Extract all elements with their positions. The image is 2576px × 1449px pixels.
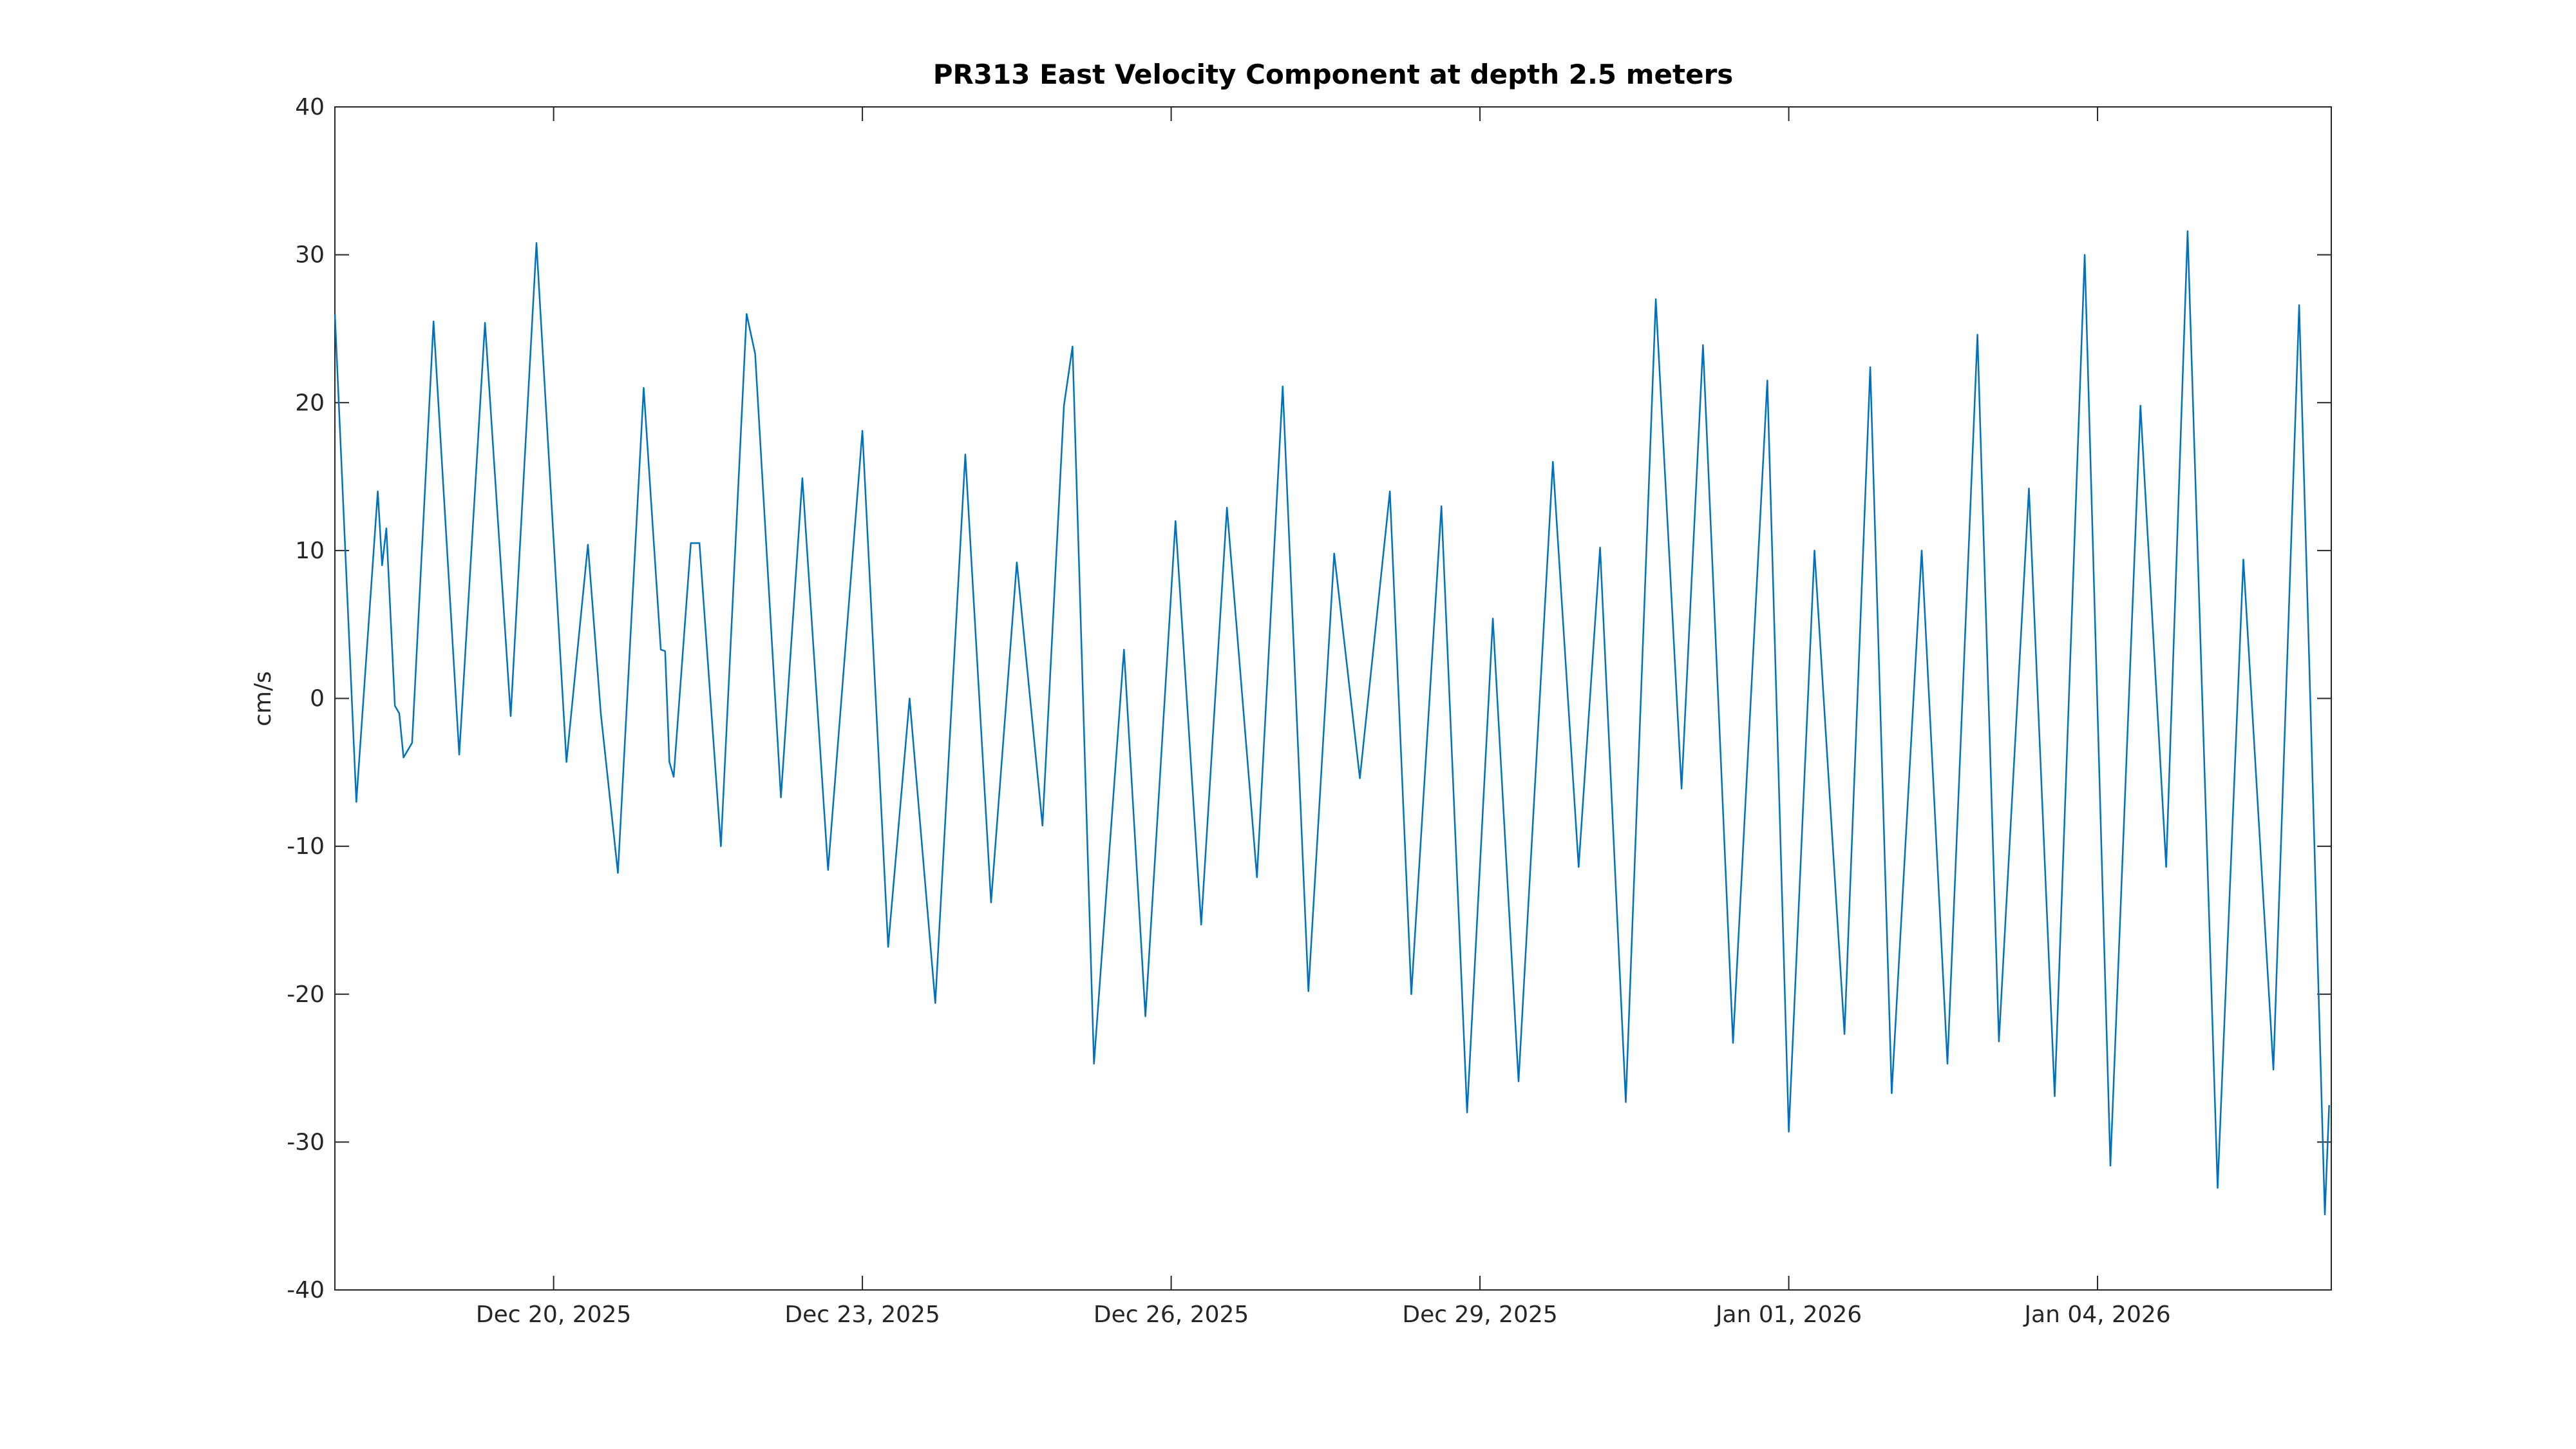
y-tick-label: -20 (287, 981, 325, 1008)
chart-title: PR313 East Velocity Component at depth 2… (933, 59, 1734, 90)
y-tick-label: 20 (295, 390, 325, 416)
y-tick-label: -30 (287, 1129, 325, 1155)
plot-frame (334, 106, 2332, 1291)
y-axis-label: cm/s (250, 671, 276, 726)
x-tick-label: Jan 01, 2026 (1714, 1302, 1862, 1328)
x-tick-label: Dec 20, 2025 (476, 1302, 631, 1328)
x-tick-label: Dec 29, 2025 (1402, 1302, 1557, 1328)
x-tick-label: Jan 04, 2026 (2023, 1302, 2170, 1328)
y-tick-label: 40 (295, 94, 325, 120)
data-line (334, 230, 2330, 1216)
x-tick-label: Dec 26, 2025 (1094, 1302, 1249, 1328)
y-tick-label: 10 (295, 538, 325, 564)
y-tick-label: 0 (310, 686, 325, 712)
y-tick-label: 30 (295, 242, 325, 269)
y-tick-label: -10 (287, 833, 325, 860)
y-tick-label: -40 (287, 1277, 325, 1303)
x-tick-label: Dec 23, 2025 (784, 1302, 940, 1328)
